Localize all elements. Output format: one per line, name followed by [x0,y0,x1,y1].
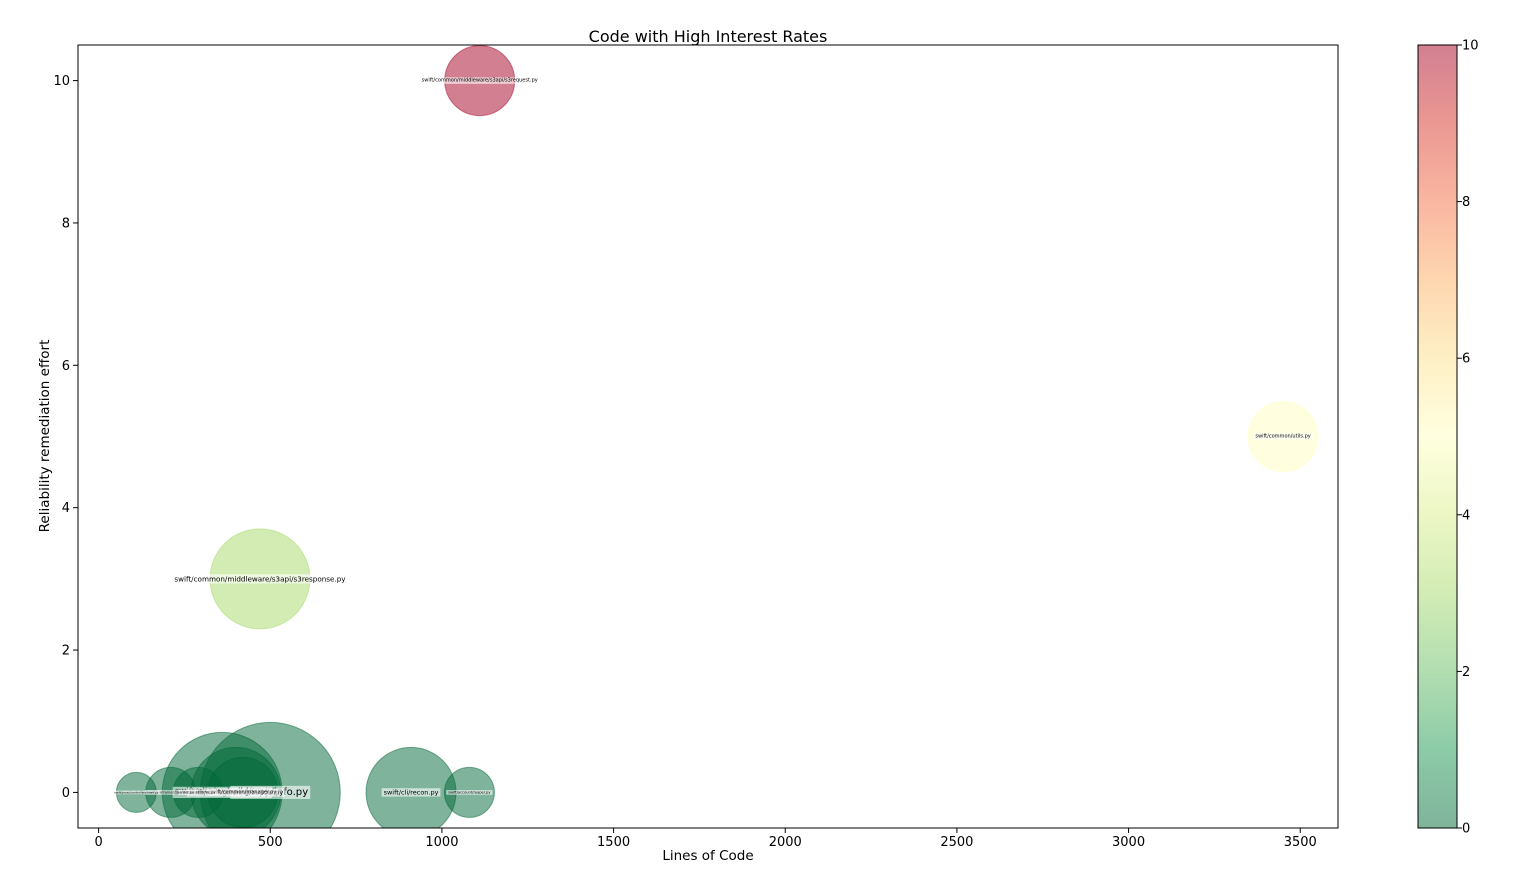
bubble-label-text: swift/account/reaper.py [448,790,491,794]
bubble-label: swift/cli/recon.py [381,788,441,797]
y-tick-label: 10 [53,74,70,89]
y-axis-title: Reliability remediation effort [37,340,53,533]
bubble-label: swift/account/reaper.py [446,790,493,795]
bubble-label-background [145,790,197,795]
bubble-label-background [178,790,218,795]
bubble-label: swift/proxy/controllers/base.py [112,790,161,795]
bubble-label-text: swift/cli/recon.py [384,788,439,796]
colorbar-tick-label: 8 [1462,195,1470,210]
x-axis: 0 500 1000 1500 2000 2500 3000 3500 [94,828,1317,850]
bubble-label-text: swift/container/sharder.py [147,790,195,794]
colorbar-ticks: 0 2 4 6 8 10 [1457,39,1479,837]
bubble-layer [115,45,1319,828]
x-tick-label: 3500 [1284,835,1317,850]
colorbar: 0 2 4 6 8 10 [1417,39,1479,837]
colorbar-gradient [1418,45,1457,828]
x-tick-label: 1000 [425,835,458,850]
bubble-label-background [1253,433,1313,440]
y-tick-label: 4 [62,501,70,516]
bubble-label-layer: swift/common/middleware/s3api/s3request.… [112,77,1313,799]
colorbar-tick-label: 6 [1462,352,1470,367]
plot-frame [77,44,1339,829]
bubble-label-text: swift/common/manager.py [209,789,276,795]
bubble-label-text: swift/obj/diskfile.py [181,790,216,794]
bubble-label-background [419,77,540,84]
colorbar-tick-label: 10 [1462,39,1479,54]
y-tick-label: 8 [62,216,70,231]
colorbar-tick-label: 4 [1462,508,1470,523]
bubble-label-background [172,574,348,584]
y-tick-label: 6 [62,359,70,374]
bubble-label: swift/container/sharder.py [145,790,197,795]
y-tick-label: 0 [62,786,70,801]
bubble-label-background [381,788,441,797]
x-tick-label: 2000 [769,835,802,850]
bubble-label: swift/common/middleware/s3api/s3request.… [419,77,540,84]
y-axis: 0 2 4 6 8 10 [53,74,78,801]
bubble-label-background [207,789,279,796]
y-tick-label: 2 [62,644,70,659]
bubble-label-background [446,790,493,795]
bubble-label-text: swift/common/middleware/s3api/s3request.… [422,78,538,84]
x-tick-label: 0 [94,835,102,850]
colorbar-tick-label: 2 [1462,665,1470,680]
colorbar-frame [1417,44,1458,829]
bubble-label-text: swift/common/utils.py [1255,434,1310,440]
x-tick-label: 500 [258,835,283,850]
bubble-label: swift/common/middleware/s3api/s3response… [172,574,348,584]
bubble-label: swift/common/utils.py [1253,433,1313,440]
x-tick-label: 3000 [1112,835,1145,850]
bubble-label: swift/obj/diskfile.py [178,790,218,795]
x-tick-label: 2500 [940,835,973,850]
bubble-label-text: swift/proxy/controllers/base.py [114,790,158,794]
chart-title: Code with High Interest Rates [589,27,828,46]
bubble-label-background [112,790,161,795]
x-axis-title: Lines of Code [662,848,753,864]
bubble-label-text: swift/common/middleware/s3api/s3response… [174,574,346,583]
colorbar-tick-label: 0 [1462,822,1470,837]
x-tick-label: 1500 [597,835,630,850]
bubble-label: swift/common/manager.py [207,789,279,796]
